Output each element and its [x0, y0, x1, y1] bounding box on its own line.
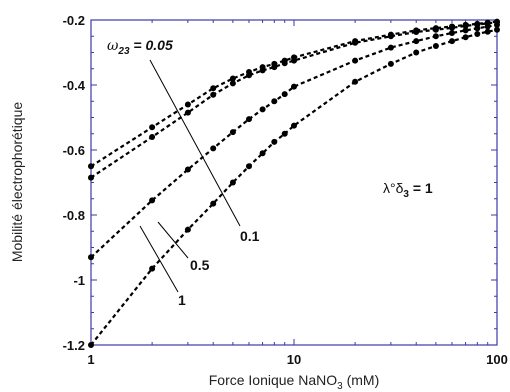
series-point-1 [259, 150, 266, 157]
lambda-annotation: λ°δ3 = 1 [383, 180, 433, 200]
label-0.1: 0.1 [240, 228, 260, 244]
y-tick-labels: -0.2 -0.4 -0.6 -0.8 -1 -1.2 [63, 13, 86, 353]
y-tick-label: -0.4 [63, 78, 86, 93]
x-tick-label: 1 [87, 352, 94, 367]
series-point-0.1 [462, 22, 469, 29]
series-point-0.1 [246, 72, 252, 79]
series-point-0.1 [291, 57, 297, 64]
axis-ticks [90, 19, 498, 346]
series-point-0.1 [387, 33, 394, 40]
series-point-0.1 [184, 109, 191, 116]
x-tick-label: 10 [287, 352, 301, 367]
omega-subscript: 23 [117, 46, 130, 57]
series-point-1 [149, 265, 156, 272]
series-point-0.5 [484, 23, 491, 30]
series-point-0.5 [449, 30, 455, 36]
series-point-0.5 [413, 38, 420, 45]
x-tick-label: 100 [486, 352, 508, 367]
pointer-line-0.05 [149, 59, 241, 227]
pointer-line-0.5 [157, 221, 189, 259]
series-point-1 [352, 78, 359, 85]
series-point-0.5 [462, 27, 469, 34]
series-point-1 [246, 163, 252, 170]
series-point-0.1 [88, 174, 94, 181]
series-point-0.5 [474, 25, 481, 32]
series-point-0.1 [413, 29, 420, 35]
series-point-1 [462, 34, 469, 41]
x-axis-label-sub: 3 [337, 381, 343, 392]
series-point-0.5 [281, 91, 288, 98]
series-point-0.5 [229, 129, 236, 136]
series-point-0.1 [229, 80, 236, 87]
series-layer [88, 18, 500, 348]
plot-frame [90, 19, 498, 346]
series-point-0.5 [387, 44, 394, 51]
series-point-1 [449, 38, 455, 45]
series-point-0.1 [281, 60, 288, 67]
x-axis-label-unit: (mM) [343, 372, 380, 388]
series-point-1 [210, 200, 217, 207]
series-point-0.5 [271, 98, 278, 105]
pointer-line-1 [139, 225, 179, 293]
series-point-0.1 [210, 91, 217, 98]
series-point-0.1 [271, 64, 278, 71]
series-point-0.1 [259, 67, 266, 74]
series-line-1 [90, 28, 498, 346]
series-point-0.5 [352, 57, 359, 64]
series-point-0.5 [494, 21, 500, 28]
series-point-0.05 [184, 101, 191, 108]
label-1: 1 [178, 292, 186, 308]
y-tick-label: -0.6 [63, 143, 85, 158]
series-point-0.1 [352, 39, 359, 46]
y-tick-label: -0.8 [63, 208, 85, 223]
series-point-0.5 [210, 145, 217, 152]
series-point-1 [184, 226, 191, 233]
series-point-0.1 [149, 134, 156, 140]
series-point-1 [432, 43, 439, 49]
series-point-0.5 [246, 116, 252, 123]
omega-symbol: ω [107, 38, 119, 54]
lambda-value: = 1 [409, 180, 433, 196]
series-point-1 [291, 122, 297, 129]
series-point-1 [88, 342, 94, 348]
series-point-0.5 [184, 166, 191, 173]
y-tick-label: -1.2 [63, 338, 85, 353]
x-axis-label-main: Force Ionique NaNO [209, 372, 338, 388]
omega-annotation: ω23 = 0.05 [107, 37, 173, 57]
series-point-0.05 [229, 75, 236, 82]
series-point-1 [494, 26, 500, 33]
x-axis-label: Force Ionique NaNO3 (mM) [209, 372, 380, 392]
series-point-1 [413, 49, 420, 56]
series-point-1 [281, 130, 288, 137]
omega-value: = 0.05 [130, 37, 173, 53]
series-point-0.05 [210, 85, 217, 92]
series-point-0.1 [432, 26, 439, 33]
series-point-1 [387, 60, 394, 67]
lambda-subscript: 3 [403, 189, 409, 200]
label-0.5: 0.5 [190, 257, 210, 273]
series-point-1 [271, 138, 278, 145]
y-tick-label: -1 [73, 273, 85, 288]
series-point-0.5 [259, 106, 266, 113]
series-point-0.5 [291, 83, 297, 90]
y-axis-label: Mobilité électrophorétique [9, 102, 25, 263]
lambda-symbols: λ°δ [383, 180, 404, 196]
series-point-0.5 [432, 33, 439, 40]
series-point-0.05 [149, 124, 156, 131]
series-point-0.05 [88, 163, 94, 170]
series-point-1 [484, 28, 491, 35]
series-point-0.1 [449, 24, 455, 31]
series-point-0.5 [149, 197, 156, 204]
series-point-1 [474, 31, 481, 37]
y-tick-label: -0.2 [63, 13, 85, 28]
x-tick-labels: 1 10 100 [87, 352, 507, 367]
series-point-1 [229, 179, 236, 186]
series-point-0.5 [88, 254, 94, 261]
